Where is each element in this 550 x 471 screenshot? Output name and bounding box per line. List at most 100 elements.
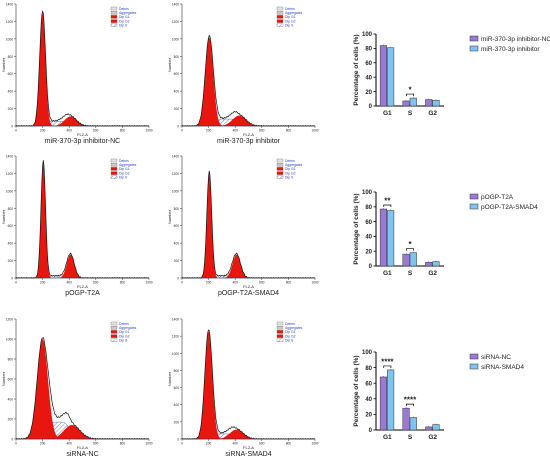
flow-legend-label: Debris xyxy=(285,159,295,163)
x-tick-label: 800 xyxy=(286,442,292,446)
significance-bracket xyxy=(383,365,392,368)
flow-legend-swatch xyxy=(276,23,284,27)
x-tick-label: S xyxy=(408,434,413,441)
histogram-outline xyxy=(15,160,150,279)
x-tick-label: 800 xyxy=(286,281,292,285)
bar xyxy=(379,208,387,267)
histogram-g1-peak xyxy=(16,339,149,439)
y-tick-label: 200 xyxy=(174,107,180,111)
flow-legend-label: Dip G1 xyxy=(285,15,296,19)
flow-legend-label: Aggregates xyxy=(285,163,303,167)
y-tick-label: 40 xyxy=(365,75,372,81)
y-tick-label: 1000 xyxy=(172,37,179,41)
x-tick-label: 600 xyxy=(259,129,265,133)
x-tick-label: 600 xyxy=(259,442,265,446)
x-tick-label: 800 xyxy=(120,442,126,446)
y-axis-label: Percentage of cells (%) xyxy=(353,34,360,105)
y-axis-label: Number xyxy=(167,209,172,224)
x-tick-label: 400 xyxy=(67,442,73,446)
flow-legend-swatch xyxy=(110,321,118,326)
x-tick-label: G2 xyxy=(428,270,437,277)
flow-legend-label: Dip G2 xyxy=(285,171,296,175)
y-tick-label: 1400 xyxy=(172,318,179,322)
y-tick-label: 1000 xyxy=(6,338,13,342)
flow-legend-swatch xyxy=(276,338,284,342)
x-tick-label: S xyxy=(408,110,413,117)
histogram-panel-label: siRNA-SMAD4 xyxy=(225,451,271,458)
histogram-g1-peak xyxy=(182,37,315,126)
y-tick-label: 0 xyxy=(11,438,13,442)
flow-legend-label: Dip G1 xyxy=(119,167,130,171)
y-tick-label: 200 xyxy=(8,107,14,111)
y-tick-label: 80 xyxy=(365,47,372,53)
y-tick-label: 0 xyxy=(11,125,13,129)
y-tick-label: 1400 xyxy=(6,3,13,7)
x-tick-label: 600 xyxy=(93,281,99,285)
flow-legend-swatch xyxy=(276,326,284,330)
y-tick-label: 60 xyxy=(365,381,372,387)
x-tick-label: G1 xyxy=(383,434,392,441)
y-tick-label: 1000 xyxy=(172,352,179,356)
flow-legend-label: Dip S xyxy=(285,176,294,180)
y-tick-label: 60 xyxy=(365,61,372,67)
y-tick-label: 1200 xyxy=(6,172,13,176)
bar xyxy=(409,417,417,431)
y-tick-label: 200 xyxy=(8,418,14,422)
bar xyxy=(425,262,433,267)
x-tick-label: 200 xyxy=(206,129,212,133)
flow-legend-swatch xyxy=(110,158,118,163)
flow-legend-swatch xyxy=(276,6,284,11)
bar xyxy=(402,253,410,267)
y-tick-label: 400 xyxy=(174,403,180,407)
y-axis-label: Number xyxy=(167,57,172,72)
y-tick-label: 200 xyxy=(8,259,14,263)
flow-legend-label: Debris xyxy=(285,322,295,326)
y-tick-label: 800 xyxy=(174,207,180,211)
bar xyxy=(379,45,387,107)
bar xyxy=(387,369,395,431)
bar xyxy=(387,47,395,107)
flow-legend-label: Aggregates xyxy=(285,11,303,15)
y-tick-label: 600 xyxy=(8,224,14,228)
x-tick-label: 1000 xyxy=(311,281,318,285)
bar xyxy=(425,426,433,431)
x-tick-label: 0 xyxy=(181,442,183,446)
histogram-g1-peak xyxy=(182,331,315,439)
y-tick-label: 600 xyxy=(174,386,180,390)
flow-legend-swatch xyxy=(110,19,118,23)
y-tick-label: 400 xyxy=(8,242,14,246)
x-tick-label: S xyxy=(408,270,413,277)
x-tick-label: G1 xyxy=(383,270,392,277)
y-tick-label: 1400 xyxy=(172,3,179,7)
flow-legend-swatch xyxy=(276,163,284,167)
y-axis-label: Percentage of cells (%) xyxy=(353,355,360,426)
flow-legend-label: Dip G1 xyxy=(119,330,130,334)
y-tick-label: 1000 xyxy=(172,189,179,193)
flow-legend-swatch xyxy=(276,321,284,326)
y-tick-label: 800 xyxy=(174,369,180,373)
flow-legend-swatch xyxy=(276,19,284,23)
flow-legend-label: Dip G2 xyxy=(119,334,130,338)
flow-legend-label: Aggregates xyxy=(119,11,137,15)
flow-legend-label: Dip G2 xyxy=(285,334,296,338)
y-axis-label: Number xyxy=(167,371,172,386)
histogram-g2-peak xyxy=(16,254,149,278)
flow-legend-swatch xyxy=(110,23,118,27)
flow-legend-label: Debris xyxy=(119,322,129,326)
histogram-outline xyxy=(15,10,150,127)
x-tick-label: 600 xyxy=(93,129,99,133)
y-tick-label: 0 xyxy=(177,277,179,281)
flow-legend-swatch xyxy=(276,334,284,338)
x-tick-label: 1000 xyxy=(311,129,318,133)
y-tick-label: 20 xyxy=(365,90,372,96)
y-tick-label: 800 xyxy=(8,358,14,362)
y-tick-label: 1200 xyxy=(172,335,179,339)
y-tick-label: 100 xyxy=(362,32,373,38)
y-tick-label: 0 xyxy=(177,125,179,129)
flow-legend-label: Debris xyxy=(119,159,129,163)
significance-marker: * xyxy=(408,240,412,249)
flow-legend-label: Debris xyxy=(285,7,295,11)
significance-bracket xyxy=(406,248,414,251)
legend-label: miR-370-3p inhibitor xyxy=(481,46,540,53)
